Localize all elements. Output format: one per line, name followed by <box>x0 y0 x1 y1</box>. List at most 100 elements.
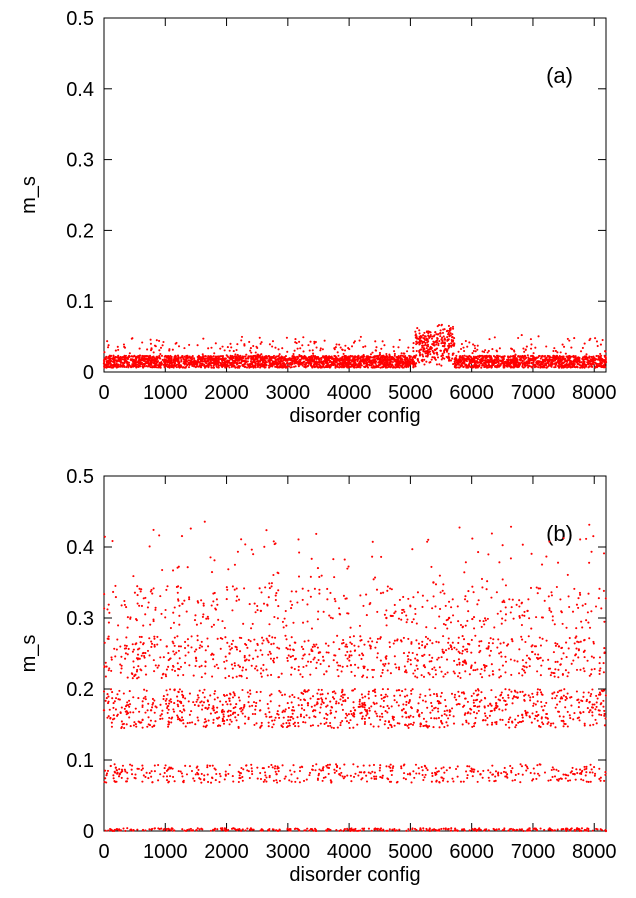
data-point <box>543 354 547 358</box>
data-point <box>547 362 550 365</box>
data-point <box>351 364 354 368</box>
data-point <box>404 356 407 359</box>
data-point <box>278 356 281 359</box>
data-point <box>102 362 106 365</box>
data-point <box>155 339 158 342</box>
data-point <box>521 690 524 693</box>
data-point <box>114 584 117 587</box>
data-point <box>320 697 323 700</box>
data-point <box>382 363 385 366</box>
data-point <box>308 349 311 352</box>
data-point <box>151 365 154 368</box>
data-point <box>229 718 232 721</box>
data-point <box>452 780 455 783</box>
data-point <box>107 829 110 832</box>
data-point <box>107 344 110 347</box>
data-point <box>501 664 504 667</box>
data-point <box>322 362 325 365</box>
data-point <box>263 355 266 358</box>
data-point <box>437 710 440 713</box>
data-point <box>599 352 602 356</box>
data-point <box>461 649 464 653</box>
data-point <box>585 357 588 360</box>
data-point <box>182 358 185 361</box>
data-point <box>234 357 237 360</box>
data-point <box>328 361 331 364</box>
data-point <box>225 354 228 357</box>
data-point <box>427 332 430 335</box>
data-point <box>407 346 410 349</box>
data-point <box>527 365 530 368</box>
data-point <box>504 619 507 622</box>
data-point <box>568 357 571 360</box>
y-axis-label: m_s <box>18 635 40 673</box>
data-point <box>497 358 500 361</box>
data-point <box>250 356 253 359</box>
data-point <box>289 769 292 772</box>
data-point <box>557 769 560 773</box>
data-point <box>152 618 155 621</box>
data-point <box>532 363 536 366</box>
data-point <box>182 366 185 369</box>
data-point <box>538 763 541 766</box>
y-tick-label: 0.1 <box>66 750 94 772</box>
data-point <box>517 336 520 340</box>
data-point <box>588 523 591 526</box>
data-point <box>153 711 156 714</box>
data-point <box>514 353 517 356</box>
data-point <box>199 644 202 647</box>
data-point <box>267 707 270 710</box>
data-point <box>128 352 131 355</box>
data-point <box>162 340 165 344</box>
data-point <box>560 657 563 660</box>
data-point <box>322 776 325 779</box>
data-point <box>298 551 301 554</box>
data-point <box>426 355 429 358</box>
data-point <box>283 777 286 780</box>
data-point <box>280 357 284 360</box>
data-point <box>426 637 430 640</box>
data-point <box>462 780 465 783</box>
data-point <box>112 777 115 780</box>
data-point <box>333 576 336 579</box>
x-tick-label: 4000 <box>327 382 372 404</box>
data-point <box>229 342 232 345</box>
data-point <box>398 598 401 601</box>
data-point <box>135 366 138 369</box>
data-point <box>473 711 476 714</box>
data-point <box>357 354 360 357</box>
data-point <box>463 354 466 357</box>
data-point <box>161 717 164 720</box>
data-point <box>374 340 377 343</box>
data-point <box>381 366 384 369</box>
data-point <box>493 361 496 364</box>
data-point <box>104 363 108 366</box>
data-point <box>405 614 408 617</box>
data-point <box>585 765 588 768</box>
data-point <box>550 359 553 362</box>
data-point <box>362 362 366 365</box>
data-point <box>237 598 241 601</box>
data-point <box>315 363 318 367</box>
data-point <box>187 366 191 369</box>
data-point <box>488 714 491 717</box>
data-point <box>545 555 548 558</box>
data-point <box>284 355 287 358</box>
data-point <box>300 707 303 710</box>
data-point <box>116 359 120 362</box>
data-point <box>277 358 280 361</box>
data-point <box>356 366 359 369</box>
data-point <box>244 715 247 718</box>
data-point <box>105 355 108 358</box>
data-point <box>570 361 573 364</box>
data-point <box>486 716 489 719</box>
data-point <box>565 362 568 365</box>
data-point <box>262 602 266 605</box>
data-point <box>602 358 605 362</box>
data-point <box>228 723 231 726</box>
data-point <box>154 606 157 609</box>
data-point <box>349 710 352 713</box>
data-point <box>579 361 582 364</box>
data-point <box>119 363 122 366</box>
data-point <box>580 365 583 368</box>
